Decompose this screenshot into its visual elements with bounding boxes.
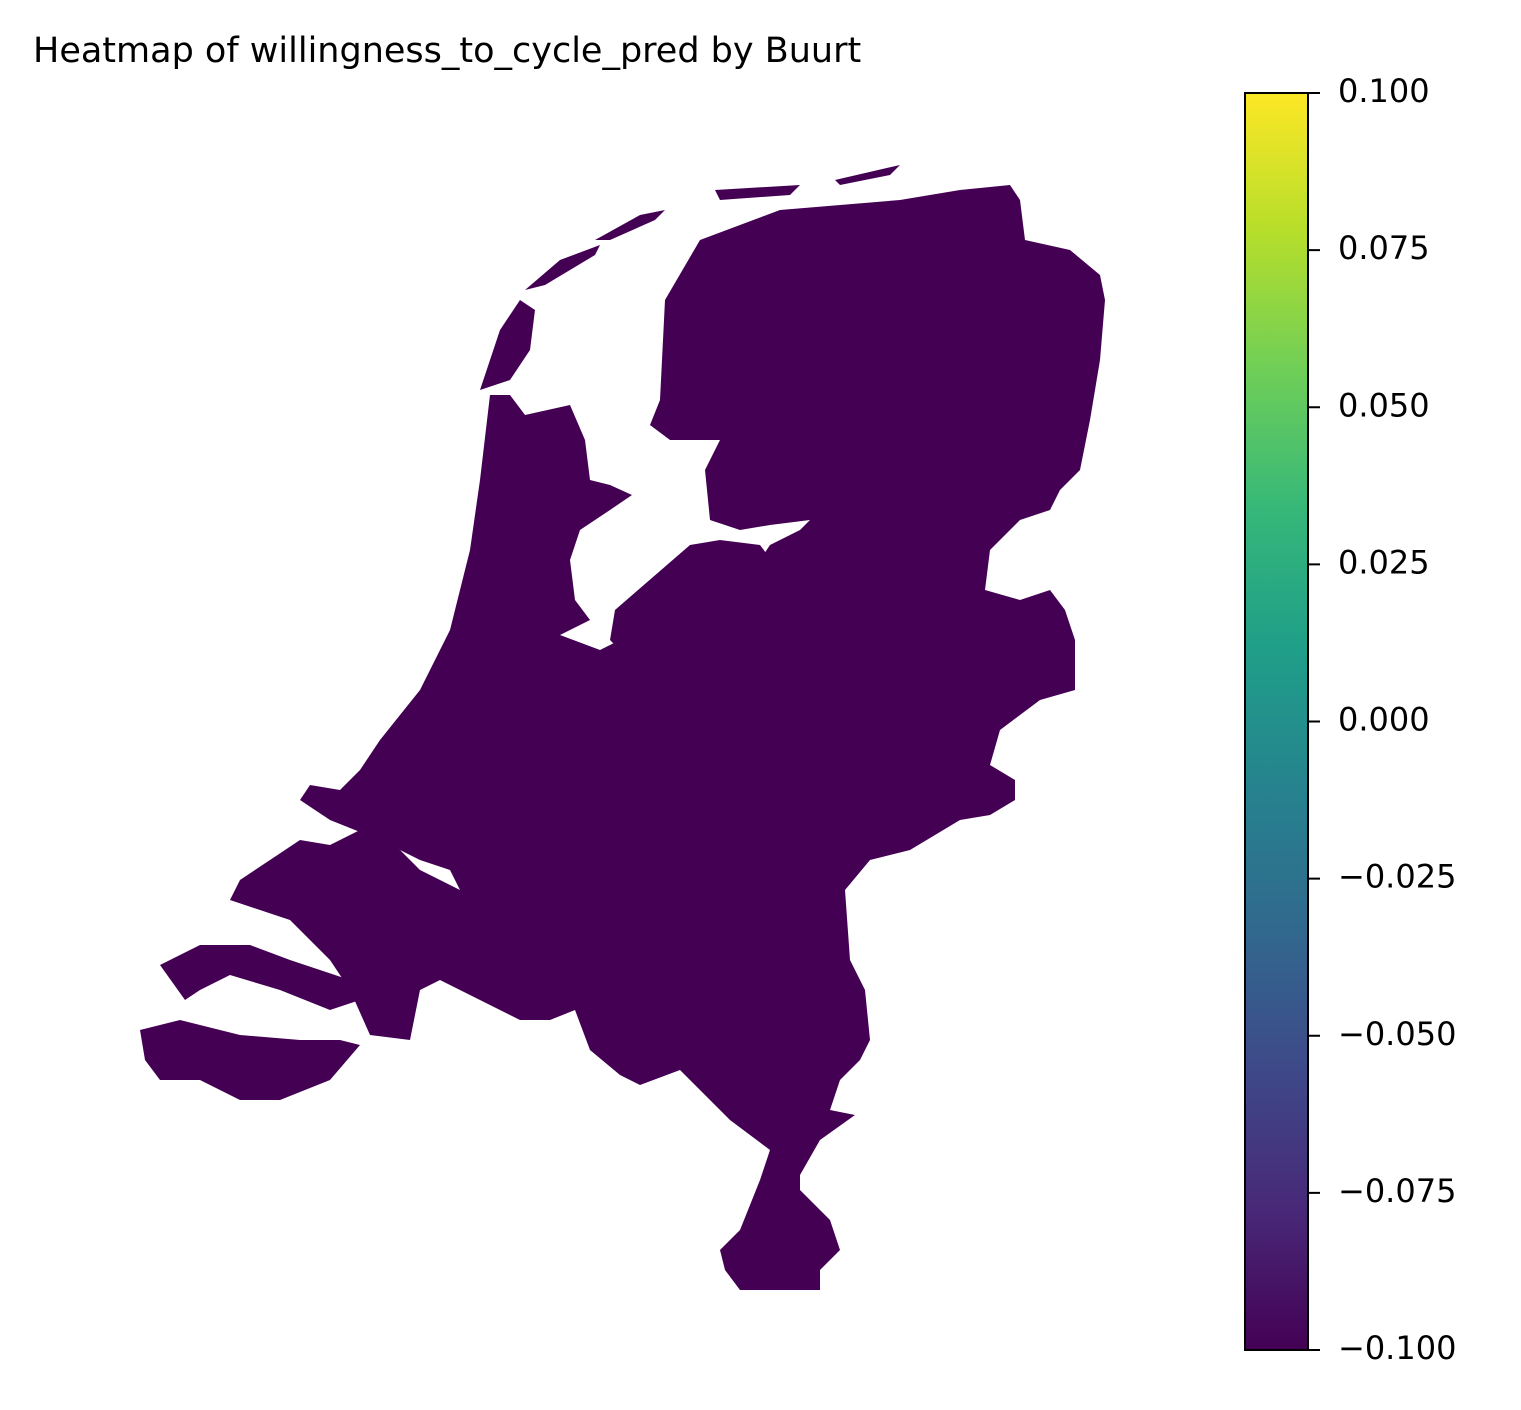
colorbar-tick-label: 0.025 — [1338, 543, 1430, 581]
vlieland — [525, 245, 600, 290]
zeeland-islands — [160, 945, 360, 1010]
colorbar — [1244, 92, 1309, 1351]
colorbar-tick-label: −0.025 — [1338, 858, 1456, 896]
ameland — [715, 185, 800, 200]
texel — [480, 300, 535, 390]
colorbar-tick-label: 0.100 — [1338, 72, 1430, 110]
colorbar-tick-label: 0.000 — [1338, 701, 1430, 739]
colorbar-tick-label: −0.050 — [1338, 1015, 1456, 1053]
colorbar-tick-label: −0.100 — [1338, 1329, 1456, 1367]
flevoland — [610, 540, 775, 680]
map — [140, 165, 1105, 1290]
terschelling — [595, 210, 665, 240]
colorbar-tick-label: 0.075 — [1338, 229, 1430, 267]
chart-title: Heatmap of willingness_to_cycle_pred by … — [33, 31, 861, 71]
colorbar-tick-label: −0.075 — [1338, 1172, 1456, 1210]
colorbar-tick-label: 0.050 — [1338, 386, 1430, 424]
zeeuws-vlaanderen — [140, 1020, 360, 1100]
mainland — [230, 185, 1105, 1290]
schiermonnikoog — [835, 165, 900, 185]
